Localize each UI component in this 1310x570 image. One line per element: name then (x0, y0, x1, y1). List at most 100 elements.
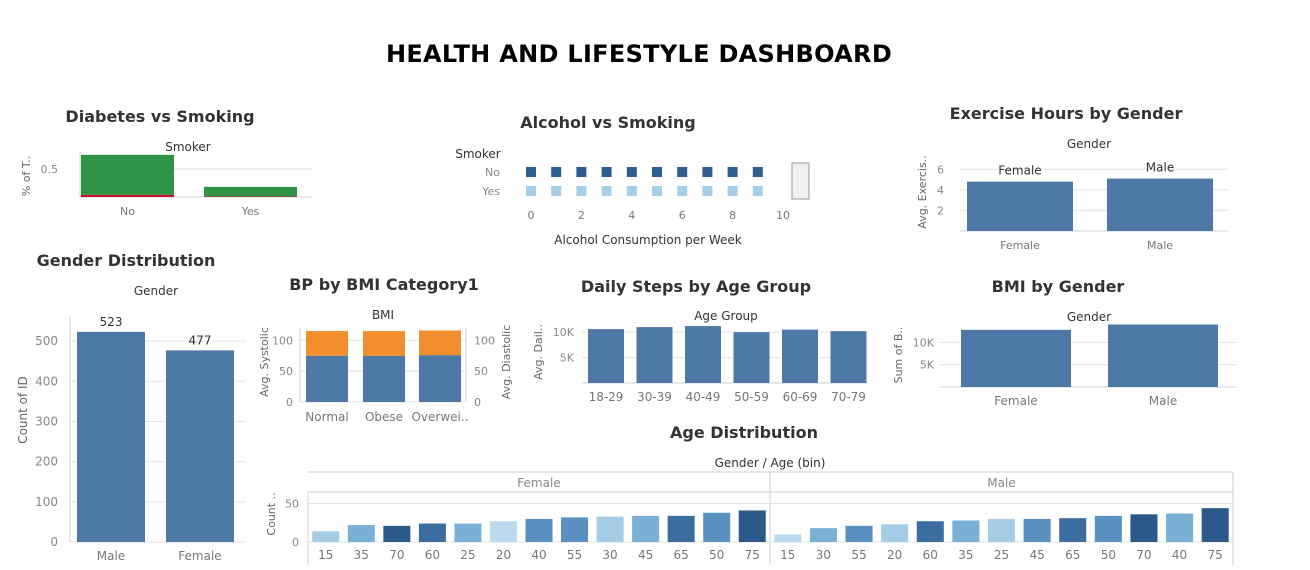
y-tick-label: 5K (560, 352, 575, 365)
x-tick-label: 30 (602, 548, 617, 562)
y-axis-label: Count .. (265, 492, 278, 535)
x-tick-label: 60 (425, 548, 440, 562)
x-tick-label: 6 (679, 209, 686, 222)
x-tick-label: 2 (578, 209, 585, 222)
y-tick-label: 200 (35, 455, 58, 469)
bar-segment (363, 355, 405, 402)
y-axis-label: Sum of B.. (892, 327, 905, 384)
x-tick-label: 18-29 (589, 390, 624, 404)
bar (1201, 508, 1229, 542)
bar (845, 525, 873, 542)
x-tick-label: 70-79 (831, 390, 866, 404)
chart-title: BMI by Gender (992, 277, 1125, 296)
bar (166, 350, 234, 542)
bar (703, 512, 731, 542)
bar (347, 525, 375, 542)
bar (525, 518, 553, 542)
x-tick-label: No (120, 205, 135, 218)
x-tick-label: 45 (638, 548, 653, 562)
y-tick-label: 0 (50, 535, 58, 549)
bar (1166, 513, 1194, 542)
x-tick-label: 65 (1065, 548, 1080, 562)
bar (685, 326, 721, 383)
x-tick-label: Female (1000, 239, 1040, 252)
bar (632, 515, 660, 542)
bar (782, 329, 818, 383)
y-tick-label: 300 (35, 414, 58, 428)
y-tick-label: 6 (937, 163, 944, 176)
bar (1108, 324, 1218, 387)
column-header: BMI (372, 308, 394, 322)
y-axis-label-left: Avg. Systolic (258, 327, 271, 397)
data-label: Male (1146, 161, 1174, 175)
bar (636, 327, 673, 383)
y-axis-label: % of T.. (20, 156, 33, 196)
x-tick-label: 75 (1208, 548, 1223, 562)
x-tick-label: 75 (745, 548, 760, 562)
scatter-point (576, 186, 587, 196)
y-tick-label: 400 (35, 374, 58, 388)
bar (1107, 178, 1213, 231)
bar (1059, 518, 1087, 542)
x-tick-label: 25 (994, 548, 1009, 562)
x-tick-label: 20 (887, 548, 902, 562)
y-tick-label-left: 100 (272, 334, 293, 347)
row-header: Smoker (455, 147, 501, 161)
scatter-point (752, 186, 763, 196)
scatter-point (727, 167, 738, 177)
x-axis-label: Alcohol Consumption per Week (554, 233, 742, 247)
bar (77, 331, 145, 542)
x-tick-label: 55 (851, 548, 866, 562)
y-tick-label: 4 (937, 184, 944, 197)
bar (916, 521, 944, 542)
bar-segment (419, 330, 461, 356)
y-tick-label: 0 (292, 536, 299, 549)
scatter-point (551, 186, 562, 196)
x-tick-label: Male (97, 549, 125, 563)
bar-segment (204, 186, 297, 197)
scatter-point (677, 186, 688, 196)
y-tick-label-left: 50 (279, 365, 293, 378)
bar (596, 516, 624, 542)
scatter-point (652, 167, 662, 177)
scatter-point (752, 167, 763, 177)
column-header: Gender (134, 284, 178, 298)
chart-title: Diabetes vs Smoking (65, 107, 254, 126)
bar (809, 528, 837, 542)
bar-segment (306, 355, 348, 402)
column-header: Gender (1067, 137, 1111, 151)
bar (830, 331, 867, 383)
x-tick-label: 50 (709, 548, 724, 562)
y-tick-label: 500 (35, 334, 58, 348)
x-tick-label: 50 (1101, 548, 1116, 562)
scatter-point (677, 167, 688, 177)
bar (418, 523, 446, 542)
y-tick-label-right: 0 (474, 396, 481, 409)
bar (489, 521, 517, 542)
bar (774, 534, 802, 542)
y-tick-label: 50 (285, 498, 299, 511)
x-tick-label: 40 (1172, 548, 1187, 562)
scatter-point (526, 167, 536, 177)
chart-title: Gender Distribution (37, 251, 216, 270)
scatter-point (702, 186, 713, 196)
y-tick-label-right: 50 (474, 365, 488, 378)
x-tick-label: Normal (305, 410, 348, 424)
scatter-point (576, 167, 587, 177)
y-tick-label: 10K (913, 336, 935, 349)
dashboard-title: HEALTH AND LIFESTYLE DASHBOARD (385, 40, 893, 68)
x-tick-label: 55 (567, 548, 582, 562)
x-tick-label: 20 (496, 548, 511, 562)
x-tick-label: Male (1149, 394, 1177, 408)
x-tick-label: 40 (531, 548, 546, 562)
bar (738, 510, 766, 542)
y-tick-label-left: 0 (286, 396, 293, 409)
panel-header: Female (517, 476, 560, 490)
bar-segment (81, 194, 174, 197)
data-label: 477 (189, 333, 212, 347)
y-axis-label: Avg. Dail.. (532, 324, 545, 380)
bar (588, 329, 624, 383)
y-axis-label: Count of ID (16, 376, 30, 444)
bar (454, 523, 482, 542)
bar (967, 181, 1073, 231)
